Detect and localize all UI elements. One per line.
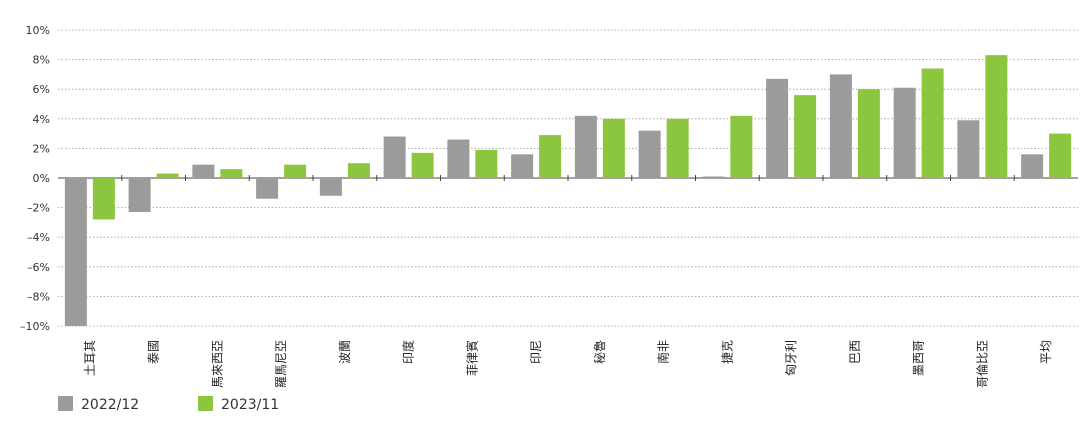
legend-swatch [198, 396, 213, 411]
bar-series2 [284, 164, 307, 178]
bar-series2 [794, 95, 817, 178]
legend-label: 2022/12 [81, 397, 139, 413]
x-tick-label: 土耳其 [83, 340, 97, 376]
y-tick-label: 0% [33, 172, 50, 185]
x-tick-label: 菲律賓 [464, 340, 479, 376]
x-tick-label: 匈牙利 [784, 340, 798, 376]
bar-series1 [766, 78, 789, 178]
bar-series1 [574, 115, 597, 178]
bar-series2 [475, 149, 498, 178]
bar-series2 [921, 68, 944, 178]
bar-series2 [156, 173, 179, 178]
y-tick-label: –6% [27, 261, 50, 274]
bar-series2 [539, 135, 562, 178]
legend-swatch [58, 396, 73, 411]
bar-series1 [319, 178, 342, 196]
bar-series1 [957, 120, 980, 178]
bar-series2 [602, 118, 625, 178]
bar-series1 [511, 154, 534, 178]
x-axis-ticks: 土耳其 泰國 馬來西亞 羅馬尼亞 波蘭 印度 菲律賓 印尼 秘魯 南非 捷克 匈牙利 巴西 墨西哥 哥倫比亞… [83, 340, 1053, 388]
bar-series1 [1021, 154, 1044, 178]
x-tick-label: 印度 [401, 340, 416, 364]
bar-series1 [383, 136, 406, 178]
bar-series2 [347, 163, 370, 178]
x-tick-label: 波蘭 [338, 340, 352, 364]
x-tick-label: 哥倫比亞 [975, 340, 989, 388]
x-tick-label: 印尼 [529, 340, 543, 364]
y-tick-label: –4% [27, 231, 50, 244]
bar-series1 [447, 139, 470, 178]
bar-series2 [666, 118, 689, 178]
x-tick-label: 捷克 [720, 340, 734, 364]
x-tick-label: 南非 [656, 340, 671, 364]
y-tick-label: 8% [33, 54, 50, 67]
legend: 2022/12 2023/11 [58, 396, 279, 413]
bar-series1 [128, 178, 151, 213]
bar-series1 [256, 178, 279, 199]
y-tick-label: 4% [33, 113, 50, 126]
bar-series2 [220, 169, 243, 178]
bar-series1 [64, 178, 87, 326]
bar-series2 [411, 152, 434, 178]
bars [64, 55, 1072, 326]
bar-series1 [192, 164, 215, 178]
y-tick-label: –8% [27, 290, 50, 303]
bar-series1 [638, 130, 661, 178]
x-tick-label: 羅馬尼亞 [274, 340, 288, 388]
x-tick-label: 泰國 [147, 340, 161, 364]
y-tick-label: –2% [27, 202, 50, 215]
bar-series1 [893, 87, 916, 178]
x-tick-label: 秘魯 [593, 340, 607, 364]
bar-series2 [730, 115, 753, 178]
x-tick-label: 墨西哥 [912, 340, 926, 376]
bar-series2 [985, 55, 1008, 178]
x-tick-label: 平均 [1039, 340, 1053, 364]
y-axis-ticks: 10% 8% 6% 4% 2% 0% –2% –4% –6% –8% –10% [20, 24, 50, 333]
bar-series2 [92, 178, 115, 220]
bar-series1 [829, 74, 852, 178]
y-tick-label: 10% [26, 24, 50, 37]
x-tick-label: 巴西 [848, 340, 862, 364]
x-tick-label: 馬來西亞 [210, 340, 224, 388]
legend-label: 2023/11 [221, 397, 279, 413]
bar-series2 [857, 89, 880, 178]
bar-series1 [702, 176, 725, 178]
bar-series2 [1049, 133, 1072, 178]
y-tick-label: –10% [20, 320, 50, 333]
y-tick-label: 2% [33, 142, 50, 155]
y-tick-label: 6% [33, 83, 50, 96]
